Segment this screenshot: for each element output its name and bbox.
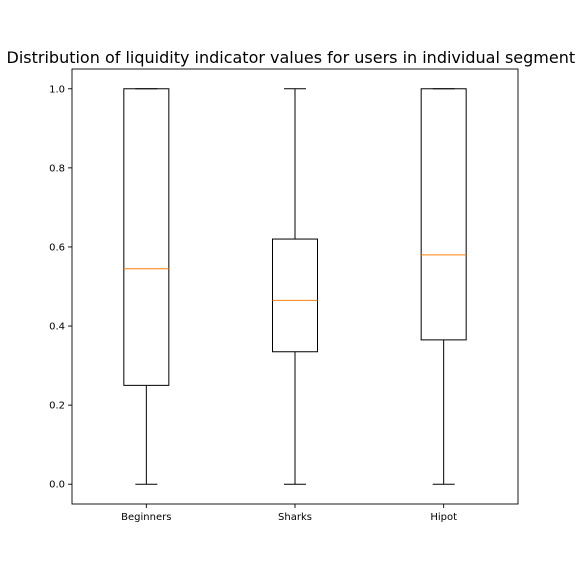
iqr-box — [272, 238, 318, 353]
iqr-box — [123, 88, 170, 386]
y-tick-label: 0.0 — [49, 480, 65, 491]
box-hipot — [420, 88, 467, 485]
x-tick-label: Hipot — [430, 512, 457, 523]
y-tick-label: 0.4 — [49, 322, 65, 333]
chart-title: Distribution of liquidity indicator valu… — [7, 48, 576, 67]
y-tick-label: 1.0 — [49, 84, 65, 95]
x-tick-label: Beginners — [121, 512, 171, 523]
box-beginners — [123, 88, 170, 485]
box-marks — [123, 88, 467, 485]
box-sharks — [272, 88, 318, 485]
iqr-box — [420, 88, 467, 341]
y-tick-label: 0.8 — [49, 163, 65, 174]
x-tick-label: Sharks — [278, 512, 312, 523]
axes: 0.0 0.2 0.4 0.6 0.8 1.0 Beginners Sharks Hipot — [49, 68, 519, 523]
y-tick-label: 0.2 — [49, 401, 65, 412]
y-tick-label: 0.6 — [49, 242, 65, 253]
